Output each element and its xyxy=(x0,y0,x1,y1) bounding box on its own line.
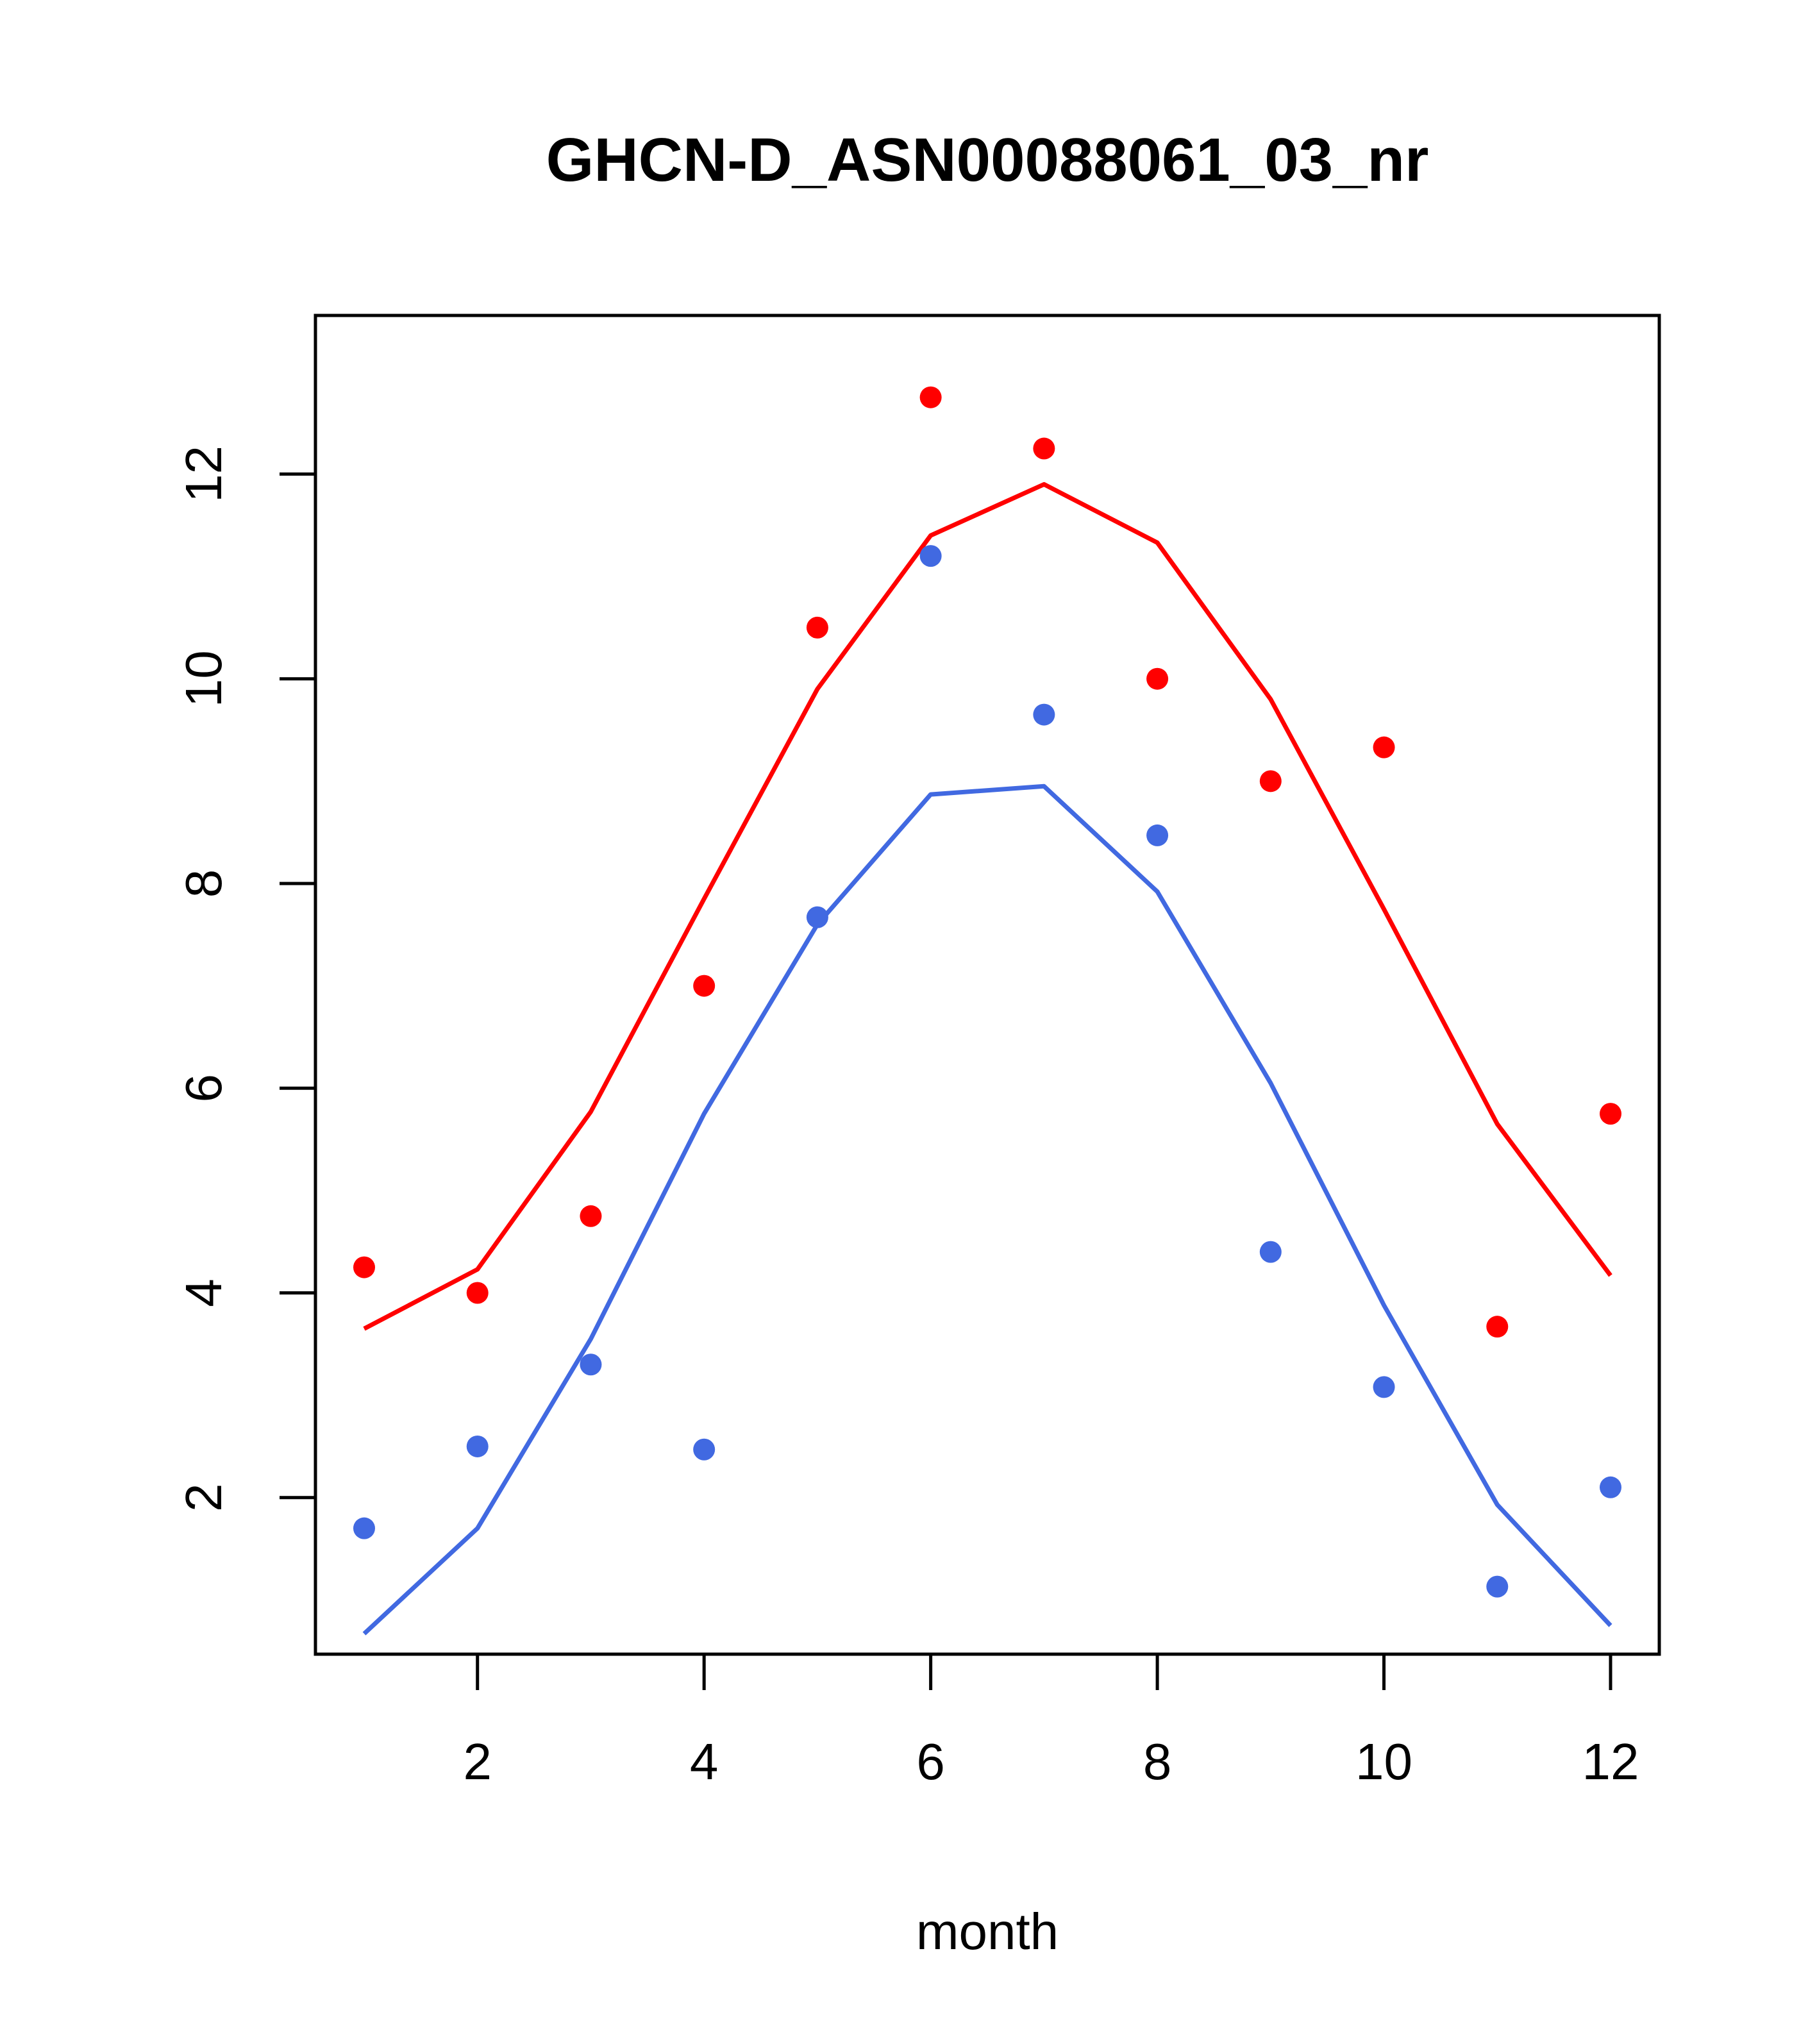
y-tick-label: 2 xyxy=(175,1484,232,1512)
series-2-point xyxy=(919,545,942,567)
y-tick-label: 10 xyxy=(175,650,232,707)
y-tick-label: 8 xyxy=(175,869,232,898)
series-2-point xyxy=(466,1435,489,1457)
x-tick-label: 2 xyxy=(463,1733,492,1790)
series-1-point xyxy=(806,616,828,639)
series-1-point xyxy=(919,386,942,408)
series-1-point xyxy=(466,1282,489,1304)
series-2 xyxy=(353,545,1622,1636)
plot-box xyxy=(314,314,1661,1656)
series-1-point xyxy=(1033,437,1055,460)
x-tick-label: 8 xyxy=(1143,1733,1172,1790)
series-1-point xyxy=(1486,1316,1509,1338)
series-2-point xyxy=(806,906,828,928)
series-2-point xyxy=(693,1438,716,1461)
series-1-point xyxy=(580,1205,602,1227)
series-2-point xyxy=(1600,1476,1622,1498)
y-tick-label: 4 xyxy=(175,1278,232,1307)
series-2-point xyxy=(1486,1575,1509,1598)
y-tick-label: 12 xyxy=(175,446,232,503)
series-2-point xyxy=(1373,1376,1395,1398)
x-tick-label: 4 xyxy=(690,1733,719,1790)
series-1-point xyxy=(1600,1103,1622,1125)
series-2-line xyxy=(362,783,1612,1636)
series-1-point xyxy=(353,1256,375,1278)
series-2-point xyxy=(1033,703,1055,726)
x-tick-label: 10 xyxy=(1355,1733,1412,1790)
chart-title: GHCN-D_ASN00088061_03_nr xyxy=(546,126,1429,194)
series-1-point xyxy=(1259,770,1282,792)
x-tick-label: 6 xyxy=(916,1733,945,1790)
x-tick-label: 12 xyxy=(1582,1733,1639,1790)
y-tick-label: 6 xyxy=(175,1074,232,1103)
series-1 xyxy=(353,386,1622,1338)
series-1-line xyxy=(363,482,1612,1331)
series-2-point xyxy=(353,1517,375,1539)
series-1-point xyxy=(1373,736,1395,758)
x-axis-label: month xyxy=(916,1903,1059,1960)
y-axis: 2 4 6 8 10 12 xyxy=(175,446,317,1512)
series-1-point xyxy=(1146,667,1169,690)
series-1-point xyxy=(693,975,716,997)
series-2-point xyxy=(580,1353,602,1376)
series-2-point xyxy=(1259,1241,1282,1263)
x-axis: 2 4 6 8 10 12 xyxy=(463,1652,1639,1790)
series-2-point xyxy=(1146,824,1169,846)
series-group xyxy=(353,386,1622,1636)
